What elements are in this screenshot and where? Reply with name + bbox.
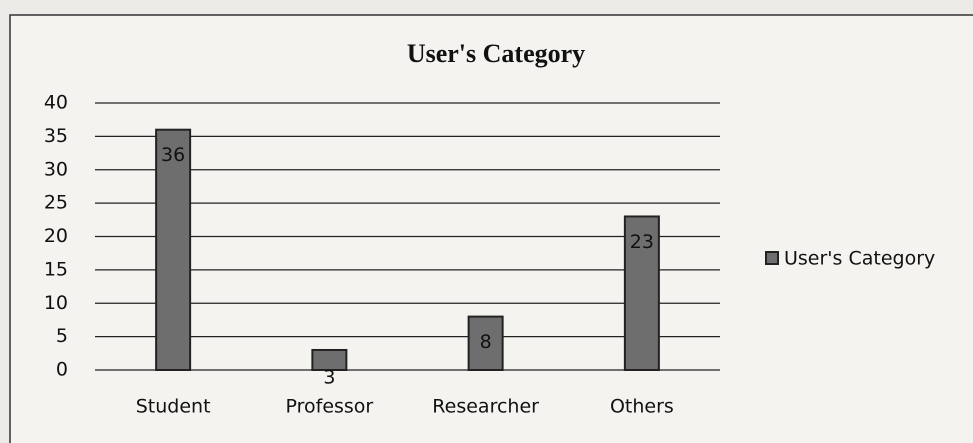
data-label: 23 — [630, 231, 654, 253]
legend-swatch — [765, 251, 779, 265]
x-tick-label: Others — [610, 396, 674, 418]
y-tick-label: 30 — [44, 158, 68, 180]
legend-label: User's Category — [784, 248, 935, 270]
chart-frame — [9, 14, 973, 443]
y-tick-label: 20 — [44, 225, 68, 247]
bar — [155, 128, 192, 371]
y-tick-label: 15 — [44, 258, 68, 280]
chart-title: User's Category — [407, 39, 585, 68]
y-tick-label: 0 — [56, 359, 68, 381]
y-tick-label: 10 — [44, 292, 68, 314]
bar — [311, 348, 348, 372]
y-tick-label: 40 — [44, 92, 68, 114]
bar — [623, 215, 660, 371]
y-tick-label: 25 — [44, 192, 68, 214]
y-tick-label: 35 — [44, 125, 68, 147]
y-tick-label: 5 — [56, 325, 68, 347]
data-label: 3 — [323, 367, 335, 389]
bar — [467, 315, 504, 372]
data-label: 36 — [161, 144, 185, 166]
x-tick-label: Professor — [285, 396, 373, 418]
x-tick-label: Researcher — [432, 396, 539, 418]
data-label: 8 — [480, 331, 492, 353]
x-tick-label: Student — [136, 396, 211, 418]
